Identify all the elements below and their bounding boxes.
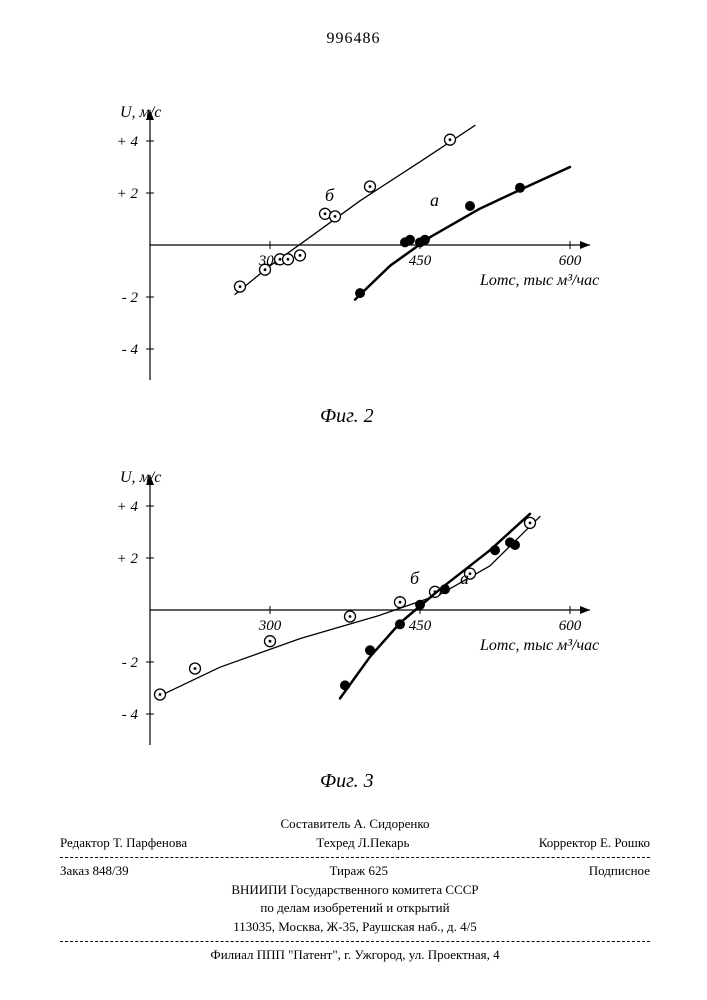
address-line: 113035, Москва, Ж-35, Раушская наб., д. …	[60, 918, 650, 937]
svg-text:450: 450	[409, 253, 432, 269]
svg-text:U, м/с: U, м/с	[120, 469, 161, 486]
editor-line: Редактор Т. Парфенова	[60, 834, 187, 853]
svg-text:б: б	[410, 568, 420, 588]
order-number: Заказ 848/39	[60, 862, 129, 881]
svg-text:а: а	[460, 568, 469, 588]
divider	[60, 857, 650, 858]
divider	[60, 941, 650, 942]
organization-line-2: по делам изобретений и открытий	[60, 899, 650, 918]
branch-line: Филиал ППП "Патент", г. Ужгород, ул. Про…	[60, 946, 650, 965]
svg-text:U, м/с: U, м/с	[120, 104, 161, 121]
print-run: Тираж 625	[329, 862, 388, 881]
techred-line: Техред Л.Пекарь	[316, 834, 409, 853]
compiler-line: Составитель А. Сидоренко	[60, 815, 650, 834]
corrector-line: Корректор Е. Рошко	[539, 834, 650, 853]
document-number: 996486	[0, 30, 707, 48]
figure-2-caption: Фиг. 2	[320, 405, 374, 428]
svg-text:Lотс, тыс м³/час: Lотс, тыс м³/час	[479, 272, 599, 289]
figure-2-chart: 300450600- 4- 2+ 2+ 4U, м/сLотс, тыс м³/…	[80, 85, 640, 405]
figure-3-chart: 300 450 600 - 4 - 2 + 2 + 4 U, м/с Lотс, тыс м³/…	[80, 450, 640, 770]
svg-text:450: 450	[409, 618, 432, 634]
svg-text:+ 2: + 2	[117, 551, 139, 567]
svg-text:600: 600	[559, 618, 582, 634]
svg-text:Lотс, тыс м³/час: Lотс, тыс м³/час	[479, 637, 599, 654]
svg-text:600: 600	[559, 253, 582, 269]
organization-line-1: ВНИИПИ Государственного комитета СССР	[60, 881, 650, 900]
svg-text:+ 4: + 4	[117, 499, 139, 515]
svg-text:б: б	[325, 185, 335, 205]
subscription-mark: Подписное	[589, 862, 650, 881]
figure-3-caption: Фиг. 3	[320, 770, 374, 793]
svg-text:- 2: - 2	[122, 655, 139, 671]
svg-text:- 4: - 4	[122, 342, 139, 358]
svg-text:а: а	[430, 190, 439, 210]
svg-text:+ 4: + 4	[117, 134, 139, 150]
svg-text:- 2: - 2	[122, 290, 139, 306]
svg-text:- 4: - 4	[122, 707, 139, 723]
imprint-footer: Составитель А. Сидоренко Редактор Т. Пар…	[60, 815, 650, 965]
patent-page: 996486 300 450 600 - 4 - 2 + 2 + 4 U, м/с Lотс, …	[0, 0, 707, 1000]
svg-text:300: 300	[258, 618, 282, 634]
svg-text:+ 2: + 2	[117, 186, 139, 202]
